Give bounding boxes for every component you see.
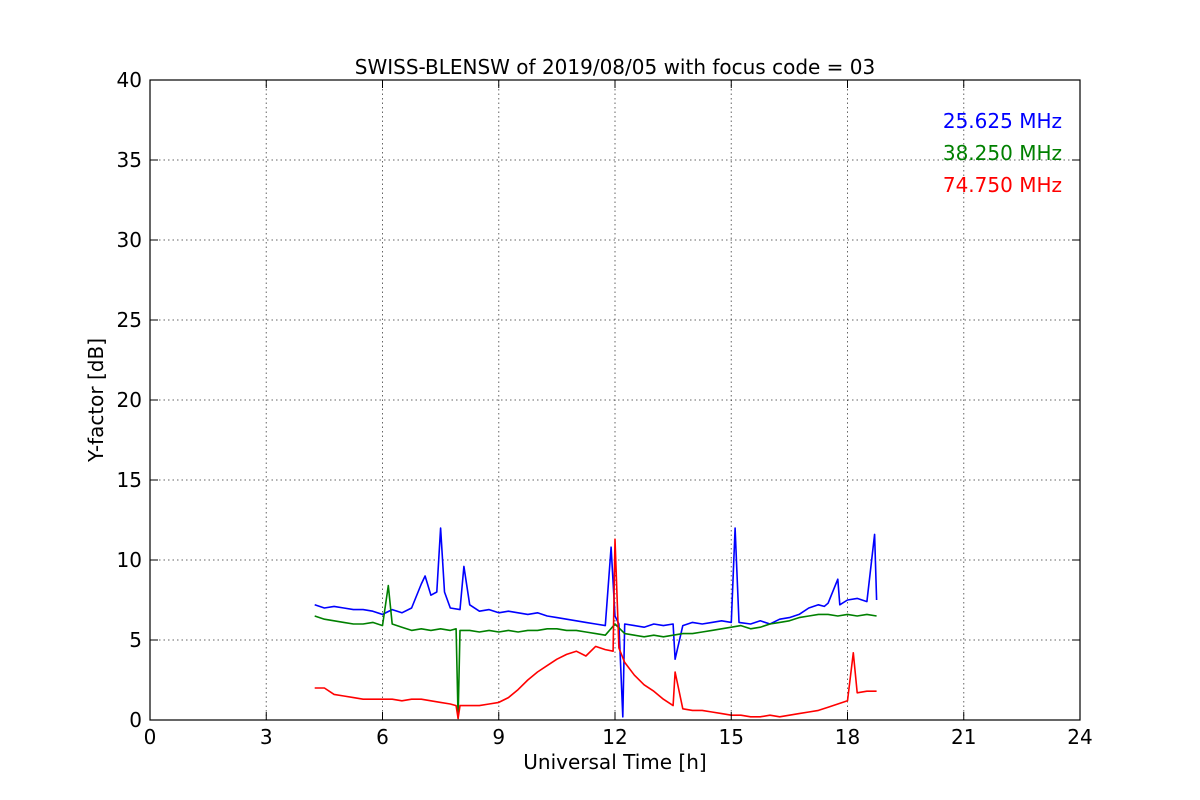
x-tick-label: 21 [951, 725, 976, 749]
x-tick-label: 6 [376, 725, 389, 749]
chart-title: SWISS-BLENSW of 2019/08/05 with focus co… [355, 55, 876, 79]
series-layer [314, 527, 878, 720]
x-tick-label: 12 [602, 725, 627, 749]
legend: 25.625 MHz 38.250 MHz 74.750 MHz [943, 109, 1062, 197]
y-tick-label: 30 [117, 228, 142, 252]
series-line-2 [314, 538, 877, 720]
x-tick-label: 9 [492, 725, 505, 749]
y-tick-label: 25 [117, 308, 142, 332]
x-tick-label: 18 [835, 725, 860, 749]
legend-entry-0: 25.625 MHz [943, 109, 1062, 133]
ticks [149, 79, 1081, 721]
x-tick-label: 15 [719, 725, 744, 749]
y-tick-label: 35 [117, 148, 142, 172]
x-tick-label: 3 [260, 725, 273, 749]
y-tick-label: 20 [117, 388, 142, 412]
legend-entry-2: 74.750 MHz [943, 173, 1062, 197]
series-line-1 [314, 584, 877, 720]
x-tick-label: 0 [144, 725, 157, 749]
series-line-0 [314, 527, 878, 718]
tick-labels: 0 3 6 9 12 15 18 21 24 0 5 10 15 20 25 30 35 40 [117, 68, 1093, 749]
y-axis-label: Y-factor [dB] [84, 338, 108, 463]
y-tick-label: 40 [117, 68, 142, 92]
x-tick-label: 24 [1067, 725, 1092, 749]
x-axis-label: Universal Time [h] [523, 750, 706, 774]
y-tick-label: 15 [117, 468, 142, 492]
y-tick-label: 0 [129, 708, 142, 732]
legend-entry-1: 38.250 MHz [943, 141, 1062, 165]
y-tick-label: 10 [117, 548, 142, 572]
y-tick-label: 5 [129, 628, 142, 652]
